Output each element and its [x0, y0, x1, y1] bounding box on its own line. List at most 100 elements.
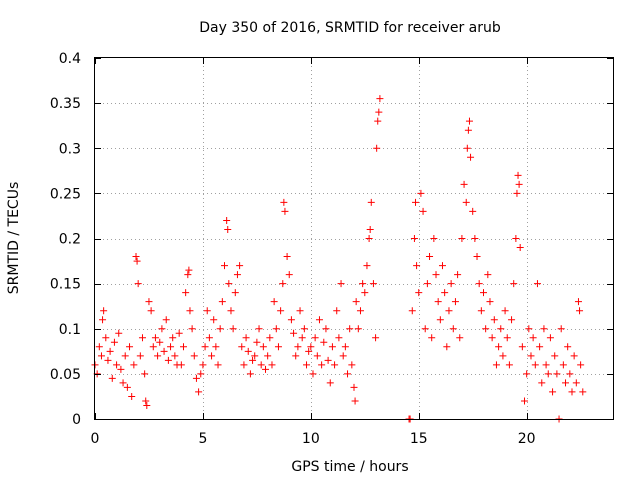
- data-point: [408, 307, 416, 315]
- data-point: [205, 334, 213, 342]
- y-axis-label: SRMTID / TECUs: [6, 182, 22, 295]
- data-point: [533, 280, 541, 288]
- x-axis: 0 5 10 15 20: [91, 58, 536, 447]
- data-point: [221, 262, 228, 270]
- x-tick-label: 5: [198, 431, 207, 447]
- data-point: [277, 307, 285, 315]
- data-point: [473, 253, 481, 261]
- x-tick-label: 15: [410, 431, 428, 447]
- data-point: [143, 401, 151, 409]
- y-tick-label: 0.15: [50, 277, 81, 293]
- data-point: [447, 280, 455, 288]
- data-point: [484, 271, 492, 279]
- data-point: [249, 356, 257, 364]
- data-point: [238, 343, 246, 351]
- data-point: [513, 189, 521, 197]
- data-point: [376, 95, 384, 103]
- x-tick-label: 10: [302, 431, 320, 447]
- data-point: [463, 144, 471, 152]
- data-point: [559, 361, 567, 369]
- data-point: [227, 307, 235, 315]
- data-point: [113, 361, 121, 369]
- data-point: [285, 271, 293, 279]
- data-point: [97, 352, 105, 360]
- data-point: [142, 397, 150, 405]
- data-point: [497, 325, 505, 333]
- data-point: [149, 343, 157, 351]
- data-point: [283, 253, 291, 261]
- data-point: [477, 307, 485, 315]
- data-point: [375, 108, 383, 116]
- y-tick-label: 0.3: [59, 141, 81, 157]
- data-point: [542, 361, 550, 369]
- data-point: [270, 298, 278, 306]
- data-point: [108, 374, 116, 382]
- data-point: [208, 352, 216, 360]
- data-point: [546, 334, 554, 342]
- data-point: [268, 361, 276, 369]
- data-point: [229, 325, 237, 333]
- data-point: [179, 343, 187, 351]
- data-point: [441, 289, 449, 297]
- data-point: [515, 180, 523, 188]
- data-point: [223, 216, 231, 224]
- data-point: [192, 374, 200, 382]
- data-point: [126, 343, 134, 351]
- x-tick-label: 20: [518, 431, 536, 447]
- data-point: [566, 370, 574, 378]
- data-point: [469, 207, 477, 215]
- data-point: [262, 365, 270, 373]
- data-point: [287, 316, 295, 324]
- data-point: [313, 352, 321, 360]
- data-point: [503, 334, 511, 342]
- data-point: [130, 361, 138, 369]
- data-point: [475, 280, 483, 288]
- data-point: [145, 298, 153, 306]
- data-point: [553, 370, 561, 378]
- data-point: [203, 307, 211, 315]
- data-point: [456, 334, 464, 342]
- data-point: [274, 343, 282, 351]
- data-point: [95, 343, 103, 351]
- data-point: [184, 271, 192, 279]
- data-point: [171, 352, 179, 360]
- data-point: [529, 334, 537, 342]
- data-point: [540, 325, 548, 333]
- data-point: [361, 289, 369, 297]
- data-point: [303, 361, 311, 369]
- data-point: [344, 370, 352, 378]
- data-point: [257, 361, 265, 369]
- data-point: [138, 334, 146, 342]
- data-point: [133, 257, 141, 265]
- data-point: [413, 262, 421, 270]
- data-point: [123, 383, 131, 391]
- data-point: [352, 298, 360, 306]
- data-point: [242, 334, 250, 342]
- data-point: [574, 298, 582, 306]
- data-point: [365, 235, 373, 242]
- data-point: [212, 343, 220, 351]
- data-point: [351, 397, 359, 405]
- data-point: [445, 307, 453, 315]
- y-tick-label: 0.35: [50, 96, 81, 112]
- data-point: [562, 379, 570, 387]
- data-point: [117, 365, 125, 373]
- data-point: [568, 388, 576, 396]
- data-point: [369, 280, 377, 288]
- data-point: [423, 280, 431, 288]
- data-point: [280, 198, 288, 206]
- data-point: [154, 352, 162, 360]
- data-point: [373, 144, 381, 152]
- data-point: [467, 153, 475, 161]
- data-point: [132, 253, 140, 261]
- x-tick-label: 0: [91, 431, 100, 447]
- x-axis-label: GPS time / hours: [291, 459, 408, 475]
- data-point: [501, 307, 509, 315]
- data-point: [557, 325, 565, 333]
- data-point: [518, 343, 526, 351]
- data-point: [337, 280, 345, 288]
- data-point: [333, 307, 341, 315]
- data-point: [471, 235, 479, 242]
- data-point: [451, 298, 459, 306]
- data-point: [432, 271, 440, 279]
